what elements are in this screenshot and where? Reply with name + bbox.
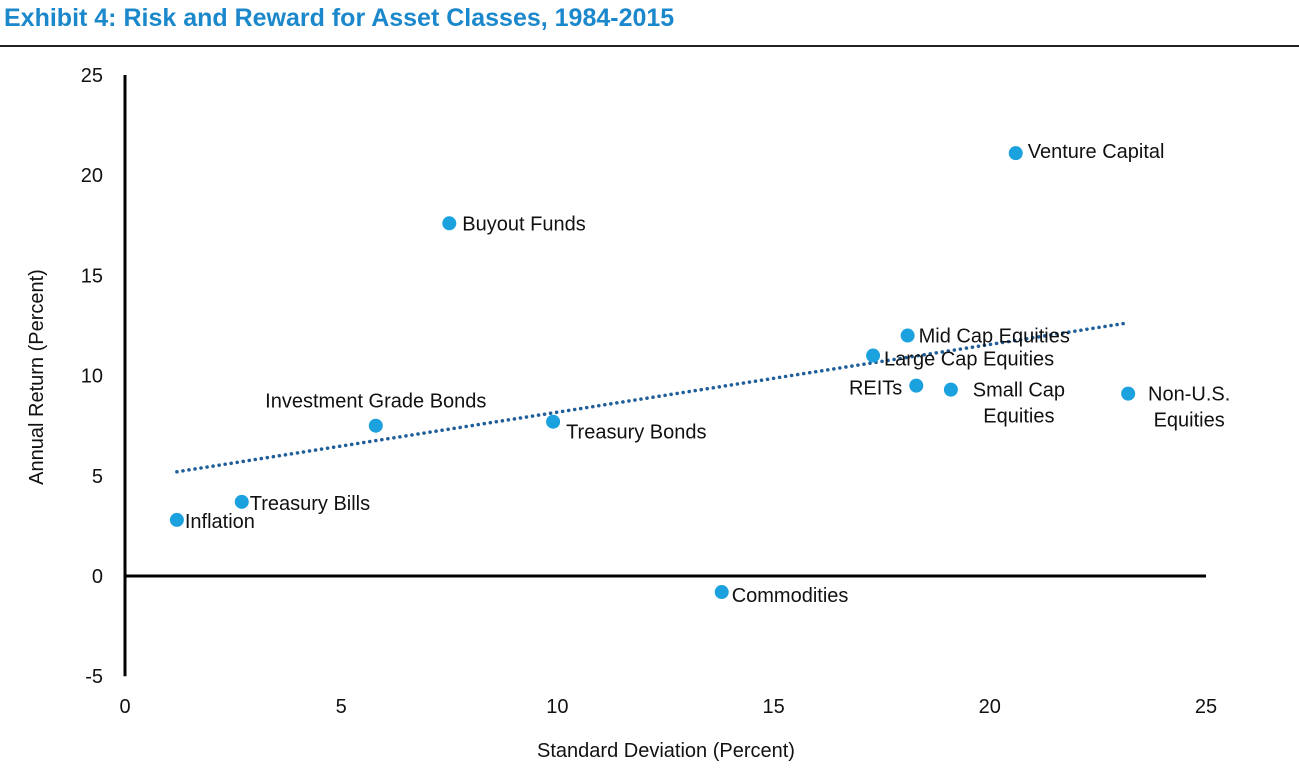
data-label: Equities [983,406,1054,428]
data-label: Small Cap [973,380,1065,402]
data-label: Non-U.S. [1148,384,1230,406]
data-point-large-cap-equities [866,348,881,363]
data-label: REITs [849,378,902,400]
x-tick-label: 0 [119,696,130,718]
y-tick-label: 20 [81,165,103,187]
data-point-reits [909,378,924,393]
y-tick-label: 10 [81,366,103,388]
data-label: Buyout Funds [462,213,585,235]
data-label: Large Cap Equities [884,349,1054,371]
x-tick-label: 15 [762,696,784,718]
x-tick-label: 5 [336,696,347,718]
data-point-treasury-bonds [546,414,561,429]
data-point-venture-capital [1008,146,1023,161]
data-label: Treasury Bills [250,493,370,515]
data-point-investment-grade-bonds [368,418,383,433]
data-point-commodities [714,585,729,600]
y-tick-label: 0 [92,566,103,588]
y-tick-label: -5 [85,666,103,688]
y-tick-label: 5 [92,466,103,488]
x-tick-label: 25 [1195,696,1217,718]
data-label: Investment Grade Bonds [265,391,486,413]
data-point-inflation [169,512,184,527]
data-label: Commodities [732,585,849,607]
data-label: Venture Capital [1028,141,1165,163]
data-point-treasury-bills [234,494,249,509]
data-label: Inflation [185,511,255,533]
trendline [175,321,1126,474]
data-label: Treasury Bonds [566,422,706,444]
chart-title: Exhibit 4: Risk and Reward for Asset Cla… [4,4,675,32]
data-label: Mid Cap Equities [919,326,1070,348]
x-tick-label: 20 [979,696,1001,718]
data-point-mid-cap-equities [900,328,915,343]
title-divider [0,45,1299,47]
data-point-non-u-s-equities [1121,386,1136,401]
y-axis-label: Annual Return (Percent) [26,269,48,485]
data-point-buyout-funds [442,216,457,231]
data-point-small-cap-equities [943,382,958,397]
x-axis-label: Standard Deviation (Percent) [537,740,795,762]
x-tick-label: 10 [546,696,568,718]
y-tick-label: 25 [81,65,103,87]
data-label: Equities [1154,410,1225,432]
y-tick-label: 15 [81,265,103,287]
